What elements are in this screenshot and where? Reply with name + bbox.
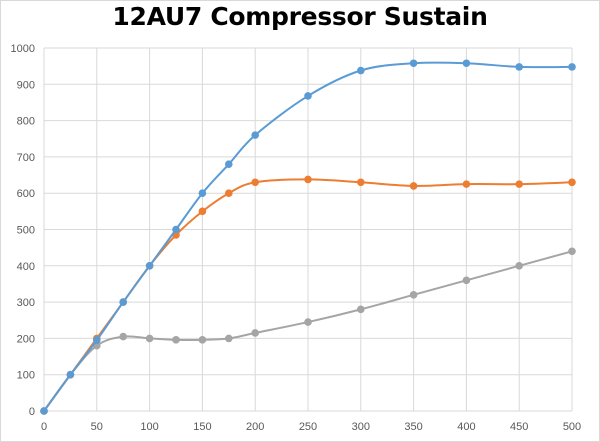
data-point-marker bbox=[40, 407, 48, 415]
data-point-marker bbox=[198, 336, 207, 344]
x-tick-label: 50 bbox=[91, 421, 103, 433]
x-tick-label: 0 bbox=[41, 421, 47, 433]
y-axis-tick-labels: 0 100 200 300 400 500 600 700 800 900 1000 bbox=[11, 43, 35, 418]
chart-title: 12AU7 Compressor Sustain bbox=[112, 2, 488, 31]
data-point-marker bbox=[198, 207, 207, 216]
data-point-marker bbox=[119, 298, 127, 306]
series-1 bbox=[40, 59, 576, 415]
y-tick-label: 800 bbox=[17, 116, 35, 128]
data-point-marker bbox=[515, 180, 523, 188]
x-tick-label: 400 bbox=[457, 421, 475, 433]
data-point-marker bbox=[172, 225, 180, 234]
data-point-marker bbox=[251, 329, 259, 337]
x-tick-label: 500 bbox=[563, 421, 581, 433]
x-tick-label: 150 bbox=[193, 421, 211, 433]
data-point-marker bbox=[66, 370, 75, 379]
data-point-marker bbox=[304, 175, 312, 184]
data-point-marker bbox=[225, 334, 233, 343]
y-tick-label: 900 bbox=[17, 79, 35, 91]
data-point-marker bbox=[515, 63, 523, 71]
data-point-marker bbox=[119, 332, 127, 341]
data-point-marker bbox=[568, 63, 576, 71]
data-point-marker bbox=[409, 182, 418, 190]
data-point-marker bbox=[304, 92, 312, 100]
y-tick-label: 100 bbox=[17, 370, 35, 382]
y-tick-label: 0 bbox=[29, 406, 35, 418]
data-point-marker bbox=[462, 59, 471, 68]
data-point-marker bbox=[251, 178, 259, 187]
data-point-marker bbox=[145, 262, 154, 270]
data-point-marker bbox=[357, 66, 365, 75]
data-point-marker bbox=[251, 131, 259, 139]
data-point-marker bbox=[409, 59, 418, 68]
gridlines bbox=[43, 47, 573, 412]
y-tick-label: 500 bbox=[17, 225, 35, 237]
data-point-marker bbox=[145, 334, 154, 343]
data-point-marker bbox=[93, 336, 101, 345]
y-tick-label: 600 bbox=[17, 188, 35, 200]
x-tick-label: 250 bbox=[299, 421, 317, 433]
y-tick-label: 400 bbox=[17, 261, 35, 273]
x-tick-label: 350 bbox=[404, 421, 422, 433]
data-point-marker bbox=[409, 291, 418, 299]
data-point-marker bbox=[462, 276, 471, 285]
x-tick-label: 100 bbox=[140, 421, 158, 433]
x-tick-label: 200 bbox=[246, 421, 264, 433]
data-point-marker bbox=[357, 178, 365, 187]
data-point-marker bbox=[198, 189, 207, 197]
data-point-marker bbox=[225, 160, 233, 168]
data-point-marker bbox=[462, 180, 471, 188]
data-point-marker bbox=[172, 336, 180, 344]
y-tick-label: 200 bbox=[17, 333, 35, 345]
data-point-marker bbox=[568, 178, 576, 187]
y-tick-label: 1000 bbox=[11, 43, 35, 55]
y-tick-label: 700 bbox=[17, 152, 35, 164]
data-point-marker bbox=[304, 318, 312, 326]
x-tick-label: 450 bbox=[510, 421, 528, 433]
y-tick-label: 300 bbox=[17, 297, 35, 309]
data-point-marker bbox=[568, 247, 576, 256]
data-point-marker bbox=[357, 305, 365, 314]
data-point-marker bbox=[225, 189, 233, 197]
x-tick-label: 300 bbox=[352, 421, 370, 433]
x-axis-tick-labels: 0 50 100 150 200 250 300 350 400 450 500 bbox=[41, 421, 581, 433]
data-point-marker bbox=[515, 262, 523, 270]
data-series bbox=[40, 59, 576, 415]
